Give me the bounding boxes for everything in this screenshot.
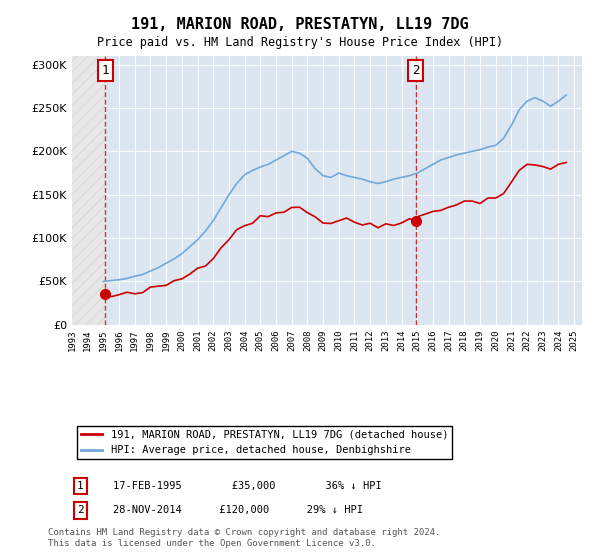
Text: 28-NOV-2014      £120,000      29% ↓ HPI: 28-NOV-2014 £120,000 29% ↓ HPI bbox=[113, 505, 363, 515]
Bar bbox=[72, 56, 106, 325]
Text: Price paid vs. HM Land Registry's House Price Index (HPI): Price paid vs. HM Land Registry's House … bbox=[97, 36, 503, 49]
Bar bbox=[72, 56, 106, 325]
Text: Contains HM Land Registry data © Crown copyright and database right 2024.
This d: Contains HM Land Registry data © Crown c… bbox=[48, 528, 440, 548]
Text: 2: 2 bbox=[77, 505, 84, 515]
Text: 17-FEB-1995        £35,000        36% ↓ HPI: 17-FEB-1995 £35,000 36% ↓ HPI bbox=[113, 481, 382, 491]
Text: 2: 2 bbox=[412, 64, 419, 77]
Text: 1: 1 bbox=[101, 64, 109, 77]
Text: 1: 1 bbox=[77, 481, 84, 491]
Text: 191, MARION ROAD, PRESTATYN, LL19 7DG: 191, MARION ROAD, PRESTATYN, LL19 7DG bbox=[131, 17, 469, 32]
Legend: 191, MARION ROAD, PRESTATYN, LL19 7DG (detached house), HPI: Average price, deta: 191, MARION ROAD, PRESTATYN, LL19 7DG (d… bbox=[77, 426, 452, 459]
